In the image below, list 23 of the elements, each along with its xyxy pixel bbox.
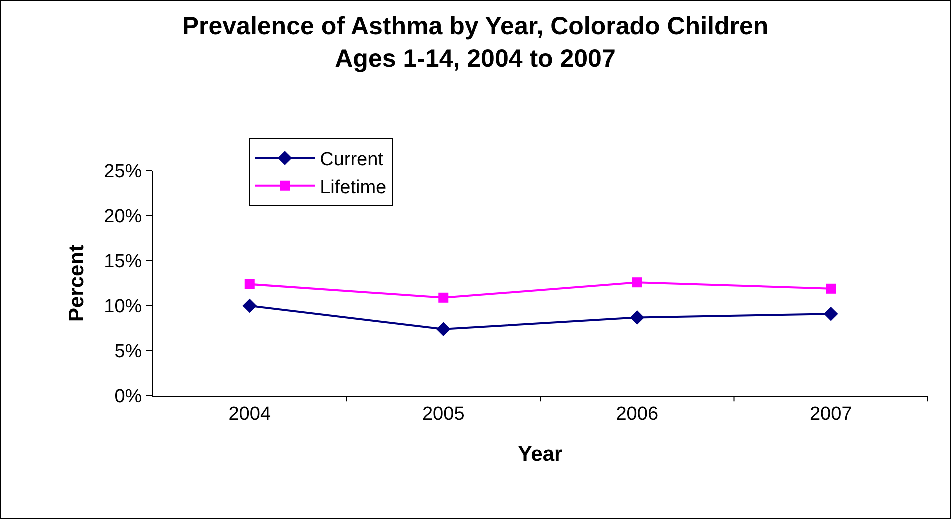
x-tick-label: 2004 [228,404,272,425]
legend-label: Lifetime [320,177,387,198]
y-tick-label: 20% [104,206,142,228]
point [632,278,642,288]
point [438,292,449,303]
y-tick-label: 25% [104,162,142,183]
point [436,322,451,337]
y-tick-label: 5% [114,342,142,363]
x-tick-label: 2005 [422,404,465,425]
point [824,306,838,322]
point [826,284,836,294]
y-tick-label: 10% [104,296,142,318]
y-tick-label: 0% [114,386,142,408]
y-axis-title: Percent [65,244,88,322]
x-tick-label: 2007 [810,404,852,425]
y-tick-label: 15% [104,252,142,273]
point [244,279,255,290]
x-axis-title: Year [518,443,563,466]
point [630,310,645,325]
legend-label: Current [320,150,384,171]
chart-title: Prevalence of Asthma by Year, Colorado Children Ages 1-14, 2004 to 2007 [182,12,769,74]
point [242,298,258,314]
x-tick-label: 2006 [616,404,659,425]
